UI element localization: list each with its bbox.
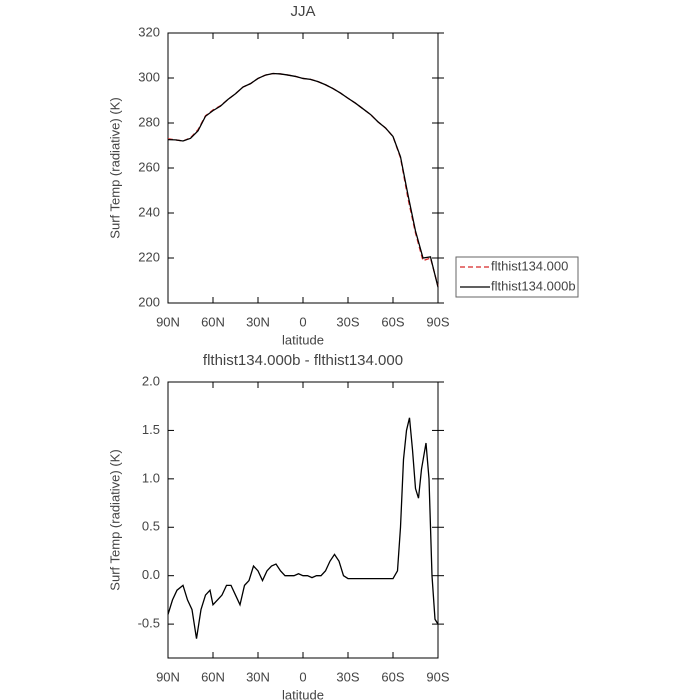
x-tick-label: 90N (156, 314, 180, 329)
y-axis-label: Surf Temp (radiative) (K) (107, 97, 122, 238)
x-axis-label: latitude (282, 687, 324, 700)
x-tick-label: 60N (201, 669, 225, 684)
y-tick-label: 0.5 (142, 519, 160, 534)
x-tick-label: 30N (246, 669, 270, 684)
y-axis-label: Surf Temp (radiative) (K) (107, 449, 122, 590)
y-tick-label: 240 (138, 204, 160, 219)
x-tick-label: 60S (381, 669, 404, 684)
y-tick-label: 280 (138, 114, 160, 129)
x-tick-label: 60N (201, 314, 225, 329)
x-tick-label: 0 (299, 314, 306, 329)
y-tick-label: 1.5 (142, 422, 160, 437)
x-tick-label: 0 (299, 669, 306, 684)
y-tick-label: 0.0 (142, 567, 160, 582)
y-tick-label: 1.0 (142, 470, 160, 485)
y-tick-label: -0.5 (138, 616, 160, 631)
y-tick-label: 2.0 (142, 373, 160, 388)
x-tick-label: 90N (156, 669, 180, 684)
data-line (167, 72, 439, 287)
plot-frame (167, 381, 439, 659)
x-tick-label: 30S (336, 314, 359, 329)
legend-label: flthist134.000 (491, 258, 568, 273)
chart-title: flthist134.000b - flthist134.000 (203, 352, 403, 369)
legend-box (455, 256, 579, 298)
y-tick-label: 300 (138, 69, 160, 84)
x-tick-label: 30S (336, 669, 359, 684)
x-tick-label: 90S (426, 669, 449, 684)
data-line (167, 72, 439, 288)
y-tick-label: 260 (138, 159, 160, 174)
y-tick-label: 200 (138, 294, 160, 309)
legend-label: flthist134.000b (491, 278, 576, 293)
y-tick-label: 320 (138, 24, 160, 39)
x-axis-label: latitude (282, 332, 324, 347)
plot-frame (167, 32, 439, 304)
data-line (167, 417, 439, 639)
x-tick-label: 90S (426, 314, 449, 329)
y-tick-label: 220 (138, 249, 160, 264)
x-tick-label: 60S (381, 314, 404, 329)
chart-title: JJA (290, 3, 315, 20)
x-tick-label: 30N (246, 314, 270, 329)
